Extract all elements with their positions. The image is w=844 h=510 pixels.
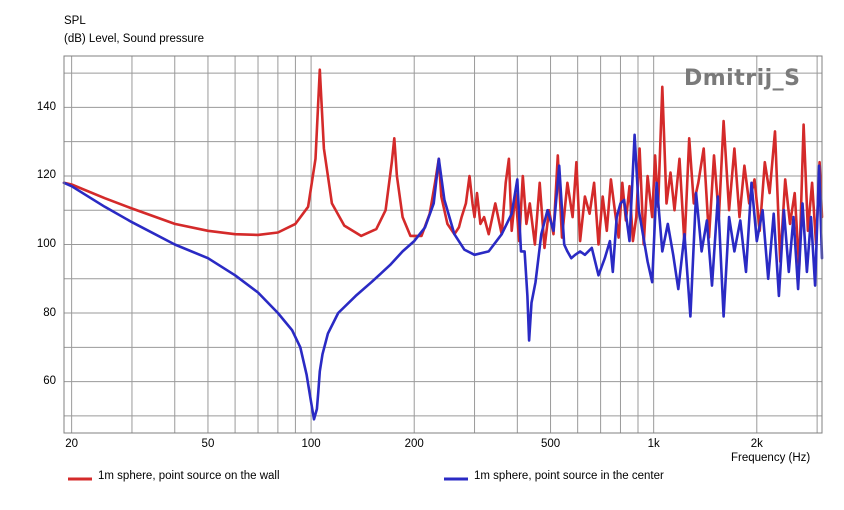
x-tick-label: 50 <box>201 438 215 450</box>
grid <box>64 56 822 433</box>
y-tick-label: 120 <box>36 169 56 182</box>
y-tick-label: 60 <box>43 375 56 388</box>
legend-label-2: 1m sphere, point source in the center <box>474 470 664 482</box>
x-tick-label: 2k <box>750 438 763 450</box>
y-tick-label: 140 <box>36 100 56 113</box>
x-tick-label: 200 <box>404 438 424 450</box>
x-axis-title: Frequency (Hz) <box>731 452 811 464</box>
x-tick-label: 20 <box>65 438 79 450</box>
plot-frame <box>63 55 823 434</box>
series-line-1 <box>62 68 824 270</box>
x-tick-label: 500 <box>540 438 561 450</box>
x-tick-label: 1k <box>647 438 660 450</box>
watermark: Dmitrij_S <box>684 66 801 91</box>
y-tick-label: 100 <box>36 238 56 250</box>
series-layer <box>62 68 824 421</box>
series-line-2 <box>62 133 824 421</box>
y-tick-label: 80 <box>43 306 56 319</box>
y-axis-title: SPL <box>64 15 86 27</box>
y-axis-subtitle: (dB) Level, Sound pressure <box>64 33 204 45</box>
legend-label-1: 1m sphere, point source on the wall <box>98 470 280 482</box>
x-tick-label: 100 <box>301 438 321 450</box>
